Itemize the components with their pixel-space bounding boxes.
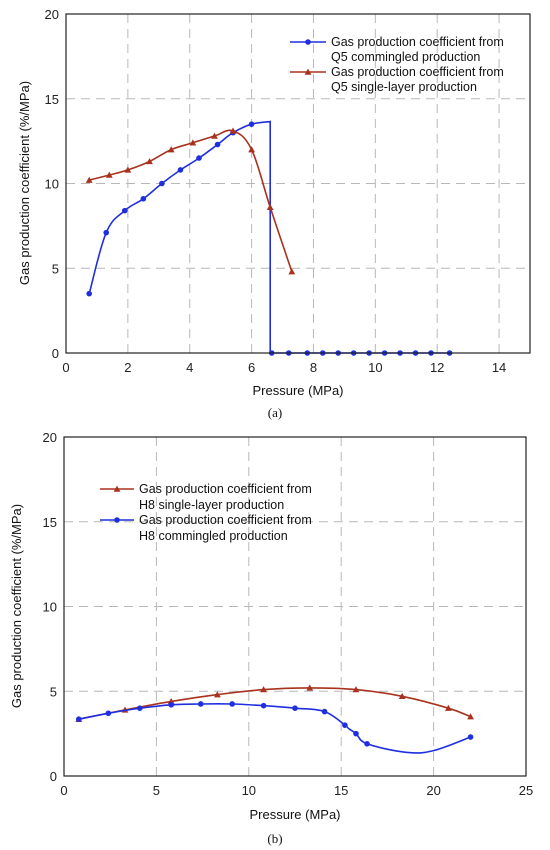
- chart-b-legend-label-2: H8 commingled production: [139, 529, 288, 543]
- chart-a-series-2-point: [124, 166, 132, 173]
- chart-b-grid: [64, 437, 526, 776]
- chart-b-series-2-point: [105, 710, 112, 717]
- chart-a-series-2-point: [167, 146, 175, 153]
- chart-b-legend-label-2: Gas production coefficient from: [139, 513, 312, 527]
- chart-a-y-tick-label: 0: [52, 346, 59, 361]
- chart-b-series-2-point: [136, 705, 143, 711]
- chart-a-caption: (a): [268, 405, 282, 420]
- chart-a-y-tick-label: 5: [52, 261, 59, 276]
- chart-b-series-2-line: [78, 703, 471, 754]
- chart-a-series-1-point: [177, 167, 184, 173]
- chart-b-caption: (b): [267, 831, 282, 846]
- chart-b-legend-marker-2: [114, 517, 120, 523]
- chart-b-series-1-point: [260, 686, 267, 693]
- chart-a-y-tick-label: 20: [45, 7, 59, 22]
- chart-a-y-tick-label: 10: [45, 177, 59, 192]
- chart-a-x-tick-label: 14: [492, 360, 506, 375]
- chart-b-y-tick-label: 20: [43, 430, 57, 445]
- chart-a-series-1-point: [86, 290, 92, 297]
- chart-b-series-2-point: [229, 701, 235, 707]
- chart-a-grid: [66, 14, 530, 353]
- chart-b-legend-label-1: H8 single-layer production: [139, 498, 284, 512]
- chart-a-legend-label-1: Gas production coefficient from: [331, 35, 504, 49]
- chart-a: 0 2 4 6 8 10 12 14 0 5 10 15 20 Pressure (MPa) Gas p…: [17, 7, 531, 420]
- chart-a-x-tick-label: 10: [368, 360, 382, 375]
- chart-b-series-1-point: [398, 692, 406, 700]
- chart-b-x-tick-label: 5: [153, 783, 160, 798]
- chart-b-legend-marker-1: [113, 485, 121, 492]
- chart-b-y-tick-label: 0: [50, 769, 57, 784]
- chart-a-x-tick-label: 6: [248, 360, 255, 375]
- chart-a-series-2-point: [189, 139, 197, 146]
- chart-a-series-1-point: [121, 207, 128, 214]
- chart-b-series: [75, 684, 474, 754]
- chart-b-series-1-point: [213, 691, 221, 698]
- chart-a-series-2-point: [248, 146, 255, 153]
- chart-a-series-2-line: [89, 129, 293, 272]
- chart-a-series-2-point: [105, 171, 113, 178]
- chart-a-plot-frame: [65, 13, 531, 354]
- chart-b-series-2-point: [364, 740, 370, 747]
- chart-a-series-2-point: [85, 176, 93, 183]
- chart-b-series-2-point: [75, 716, 82, 723]
- chart-b-x-tick-label: 15: [334, 783, 348, 798]
- chart-b-series-2-point: [168, 702, 174, 708]
- chart-a-series-2-point: [288, 268, 296, 275]
- chart-b-plot-frame: [63, 436, 527, 777]
- chart-b-x-axis-label: Pressure (MPa): [249, 807, 340, 822]
- chart-a-series-1-line: [88, 120, 450, 354]
- chart-b-x-tick-label: 25: [519, 783, 533, 798]
- chart-a-x-axis-label: Pressure (MPa): [252, 383, 343, 398]
- chart-b-y-tick-label: 15: [43, 515, 57, 530]
- chart-a-legend-label-1: Q5 commingled production: [331, 50, 480, 64]
- chart-a-x-tick-label: 12: [430, 360, 444, 375]
- chart-b-series-1-point: [467, 713, 474, 720]
- chart-b-series-2-point: [321, 708, 328, 715]
- chart-a-series: [85, 120, 453, 356]
- chart-b-series-2-point: [342, 722, 348, 728]
- chart-a-series-2-point: [266, 203, 274, 210]
- chart-b-series-1-point: [306, 684, 314, 691]
- chart-a-series-1-point: [214, 141, 221, 148]
- chart-a-x-tick-label: 8: [310, 360, 317, 375]
- chart-a-y-axis-label: Gas production coefficient (%/MPa): [17, 81, 32, 285]
- chart-a-series-2-point: [146, 158, 153, 165]
- chart-a-legend-label-2: Q5 single-layer production: [331, 80, 477, 94]
- chart-a-x-tick-label: 4: [186, 360, 193, 375]
- chart-a-series-1-point: [196, 155, 202, 161]
- chart-b-x-tick-label: 0: [60, 783, 67, 798]
- chart-b-series-2-point: [260, 702, 267, 709]
- chart-a-series-1-point: [159, 180, 165, 187]
- chart-b-series-1-point: [444, 704, 452, 711]
- chart-b-x-tick-label: 20: [426, 783, 440, 798]
- chart-b-y-tick-label: 5: [50, 684, 57, 699]
- chart-a-legend-marker-2: [304, 68, 312, 75]
- chart-a-series-1-point: [103, 229, 110, 236]
- chart-a-series-2-point: [229, 127, 237, 134]
- chart-b-x-tick-label: 10: [242, 783, 256, 798]
- chart-b-y-axis-label: Gas production coefficient (%/MPa): [9, 504, 24, 708]
- chart-a-x-tick-label: 0: [62, 360, 69, 375]
- chart-b-series-2-point: [353, 730, 359, 737]
- chart-a-series-2-point: [211, 132, 218, 139]
- chart-b-series-1-point: [352, 686, 360, 693]
- chart-b: 0 5 10 15 20 25 0 5 10 15 20 Pressure (MPa) Gas pr…: [9, 430, 533, 846]
- chart-b-series-1-line: [78, 687, 471, 720]
- chart-b-ticks: 0 5 10 15 20 25 0 5 10 15 20: [43, 430, 534, 798]
- chart-a-series-1-point: [140, 195, 147, 202]
- chart-b-legend-label-1: Gas production coefficient from: [139, 482, 312, 496]
- chart-b-series-2-point: [197, 701, 204, 707]
- chart-a-y-tick-label: 15: [45, 92, 59, 107]
- chart-a-series-1-point: [248, 121, 255, 127]
- chart-a-ticks: 0 2 4 6 8 10 12 14 0 5 10 15 20: [45, 7, 507, 375]
- chart-a-x-tick-label: 2: [124, 360, 131, 375]
- chart-b-series-2-point: [467, 734, 474, 740]
- chart-b-y-tick-label: 10: [43, 600, 57, 615]
- chart-a-legend-marker-1: [305, 39, 311, 45]
- chart-b-series-2-point: [292, 705, 298, 711]
- chart-a-legend-label-2: Gas production coefficient from: [331, 65, 504, 79]
